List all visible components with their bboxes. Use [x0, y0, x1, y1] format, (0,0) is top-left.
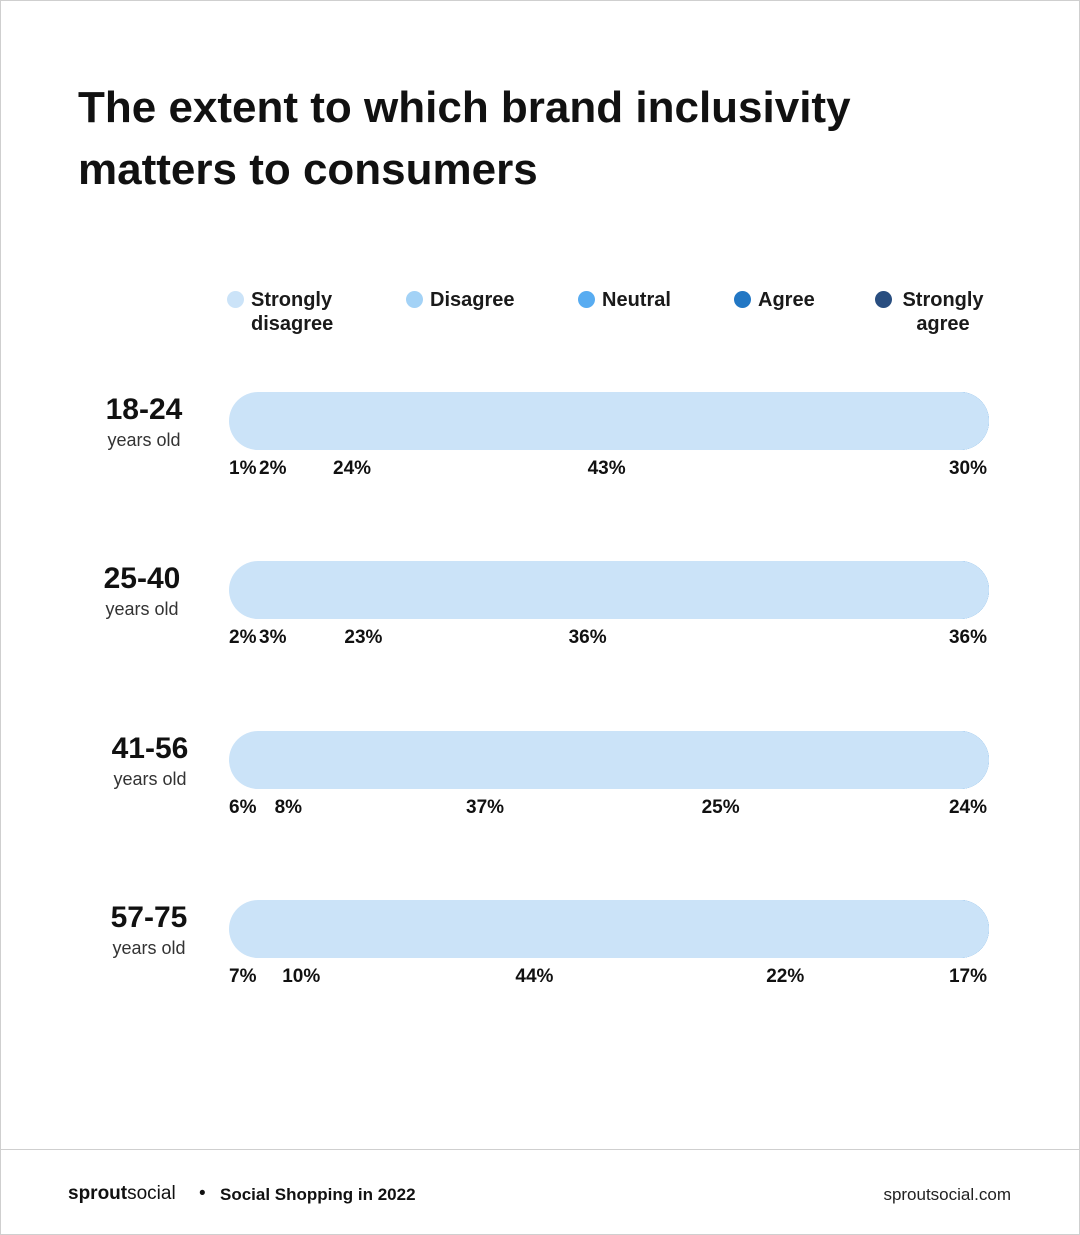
bar-row	[229, 392, 989, 450]
legend-swatch	[578, 291, 595, 308]
bar-segment	[229, 900, 989, 958]
legend-label: Disagree	[430, 289, 515, 311]
value-label: 2%	[229, 627, 257, 648]
legend-label: Neutral	[602, 289, 671, 311]
value-label: 10%	[282, 966, 321, 987]
legend-swatch	[875, 291, 892, 308]
age-range: 57-75	[110, 901, 188, 934]
value-label: 23%	[344, 627, 383, 648]
value-label: 1%	[229, 458, 257, 479]
value-label: 24%	[948, 797, 987, 818]
legend-label: Strongly agree	[902, 289, 984, 335]
bar-row	[229, 731, 989, 789]
legend-swatch	[734, 291, 751, 308]
value-label: 25%	[701, 797, 740, 818]
value-label: 43%	[587, 458, 626, 479]
value-label: 2%	[259, 458, 287, 479]
age-range: 25-40	[103, 562, 181, 595]
footer-separator: •	[199, 1183, 206, 1204]
value-label: 30%	[948, 458, 987, 479]
bar-segment	[229, 392, 989, 450]
chart-title: The extent to which brand inclusivity ma…	[78, 83, 851, 194]
age-caption: years old	[112, 938, 186, 958]
value-label: 36%	[948, 627, 987, 648]
age-caption: years old	[107, 430, 181, 450]
age-caption: years old	[113, 769, 187, 789]
value-label: 3%	[259, 627, 287, 648]
value-label: 7%	[229, 966, 257, 987]
age-range: 18-24	[105, 393, 183, 426]
bar-segment	[229, 561, 989, 619]
age-range: 41-56	[111, 732, 189, 765]
value-label: 44%	[515, 966, 554, 987]
bar-segment	[229, 731, 989, 789]
value-label: 24%	[333, 458, 372, 479]
value-label: 36%	[568, 627, 607, 648]
value-label: 37%	[466, 797, 505, 818]
value-label: 6%	[229, 797, 257, 818]
legend-label: Agree	[758, 289, 815, 311]
age-group-label: 25-40 years old	[67, 562, 217, 620]
brand-logo: sproutsocial	[68, 1183, 176, 1204]
value-label: 22%	[766, 966, 805, 987]
age-group-label: 57-75 years old	[74, 901, 224, 959]
value-label: 8%	[274, 797, 303, 818]
footer-divider	[1, 1149, 1079, 1150]
bar-row	[229, 900, 989, 958]
legend-swatch	[227, 291, 244, 308]
age-caption: years old	[105, 599, 179, 619]
age-group-label: 41-56 years old	[75, 732, 225, 790]
bar-row	[229, 561, 989, 619]
legend-swatch	[406, 291, 423, 308]
website-link[interactable]: sproutsocial.com	[883, 1185, 1011, 1204]
report-name: Social Shopping in 2022	[220, 1185, 416, 1204]
age-group-label: 18-24 years old	[69, 393, 219, 451]
value-label: 17%	[948, 966, 987, 987]
legend-label: Strongly disagree	[251, 289, 334, 335]
